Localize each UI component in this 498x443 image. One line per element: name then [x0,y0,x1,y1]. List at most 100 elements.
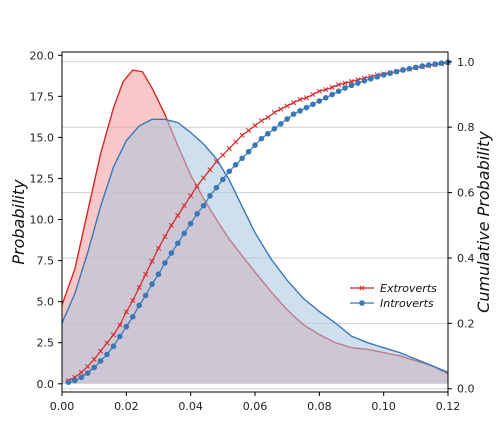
y-tick-label-4: 10.0 [30,214,55,227]
legend-extroverts-marker [359,285,365,291]
introverts-cumulative-point-28 [245,148,252,155]
y2-tick-label-0: 0.0 [457,383,475,396]
introverts-cumulative-point-30 [258,135,265,142]
introverts-cumulative-point-52 [400,67,406,73]
y2-tick-label-4: 0.8 [457,121,475,134]
introverts-cumulative-point-19 [187,220,194,227]
introverts-cumulative-point-0 [65,379,72,385]
extroverts-cumulative-point-22 [207,167,213,173]
introverts-cumulative-point-27 [239,155,245,162]
extroverts-cumulative-point-15 [162,234,168,240]
introverts-cumulative-point-49 [380,72,387,78]
introverts-cumulative-point-11 [136,302,142,309]
y2-tick-label-1: 0.2 [457,317,475,330]
y-tick-label-0: 0.0 [37,378,55,391]
x-tick-label-6: 0.12 [436,400,461,413]
extroverts-cumulative-point-43 [342,80,348,86]
extroverts-cumulative-point-42 [336,82,342,88]
extroverts-cumulative-point-30 [258,118,264,124]
introverts-cumulative-point-42 [335,88,342,95]
introverts-cumulative-point-37 [303,104,310,111]
introverts-cumulative-point-53 [406,65,413,72]
x-tick-label-5: 0.10 [371,400,396,413]
extroverts-cumulative-point-25 [226,145,232,151]
extroverts-cumulative-point-36 [297,96,303,102]
y2-axis-label: Cumulative Probability [474,131,493,313]
introverts-cumulative-point-47 [368,76,374,82]
y-tick-label-2: 5.0 [37,296,55,309]
y-tick-label-8: 20.0 [30,49,55,62]
introverts-cumulative-point-43 [342,85,348,91]
y-tick-label-7: 17.5 [30,90,55,103]
extroverts-cumulative-point-23 [213,158,219,165]
y2-tick-label-3: 0.6 [457,187,475,200]
extroverts-cumulative-point-4 [91,356,97,362]
y2-tick-label-5: 1.0 [457,56,475,69]
extroverts-cumulative-point-21 [200,175,207,181]
extroverts-cumulative-point-27 [239,132,245,138]
extroverts-cumulative-point-12 [143,271,149,277]
introverts-cumulative-point-6 [104,351,110,358]
density-areas [61,69,449,384]
introverts-cumulative-point-1 [72,377,78,384]
extroverts-cumulative-point-37 [303,95,310,101]
introverts-cumulative-point-9 [123,323,130,330]
introverts-cumulative-point-40 [322,94,329,101]
extroverts-cumulative-point-38 [310,91,316,98]
y-tick-label-5: 12.5 [30,172,55,185]
legend-extroverts-label: Extroverts [380,282,437,295]
introverts-cumulative-point-26 [232,161,239,168]
introverts-cumulative-point-10 [129,314,136,320]
introverts-cumulative-point-45 [355,80,361,86]
introverts-cumulative-point-31 [265,130,271,137]
extroverts-cumulative-point-18 [181,203,187,209]
introverts-cumulative-point-23 [213,184,220,191]
extroverts-cumulative-point-29 [252,123,258,129]
introverts-cumulative-point-12 [142,292,149,299]
extroverts-cumulative-point-26 [233,139,239,145]
y-tick-label-3: 7.5 [37,255,55,268]
introverts-cumulative-point-22 [207,193,213,199]
introverts-cumulative-point-38 [310,101,316,108]
introverts-cumulative-point-36 [297,108,303,114]
introverts-cumulative-point-44 [348,82,355,89]
x-axis-ticks: 0.00 0.02 0.04 0.06 0.08 0.10 0.12 [50,392,461,413]
extroverts-cumulative-point-11 [136,284,142,290]
introverts-cumulative-point-3 [84,370,91,376]
introverts-cumulative-point-39 [316,98,323,104]
y-tick-label-1: 2.5 [37,337,55,350]
introverts-cumulative-point-33 [277,121,284,127]
introverts-cumulative-point-58 [438,60,445,66]
introverts-cumulative-point-24 [220,176,226,183]
extroverts-cumulative-point-24 [220,152,226,158]
introverts-density-line [61,118,449,373]
extroverts-cumulative-point-19 [188,193,194,199]
x-tick-label-3: 0.06 [243,400,268,413]
introverts-cumulative-point-29 [252,142,258,148]
extroverts-cumulative-point-6 [104,340,110,346]
introverts-cumulative-point-57 [432,61,438,67]
introverts-cumulative-point-14 [155,271,162,278]
introverts-cumulative-point-16 [168,250,175,256]
cumulative-lines [65,59,451,385]
introverts-cumulative-point-2 [78,374,85,381]
introverts-cumulative-point-48 [374,74,381,80]
extroverts-cumulative-point-41 [329,84,335,90]
y-axis-label: Probability [9,179,28,265]
extroverts-cumulative-point-40 [323,87,329,93]
extroverts-cumulative-point-32 [271,109,277,116]
introverts-cumulative-point-56 [425,62,432,68]
extroverts-cumulative-point-10 [130,297,136,304]
introverts-cumulative-point-21 [200,202,207,209]
extroverts-cumulative-point-8 [117,322,123,328]
legend-introverts-label: Introverts [380,297,434,310]
y2-axis-ticks: 0.0 0.2 0.4 0.6 0.8 1.0 [448,56,475,396]
extroverts-cumulative-point-9 [123,309,129,315]
extroverts-cumulative-point-31 [265,114,271,120]
introverts-cumulative-point-18 [181,230,188,237]
extroverts-cumulative-point-5 [98,348,104,354]
introverts-cumulative-point-20 [194,211,200,217]
x-tick-label-1: 0.02 [114,400,139,413]
legend-introverts-marker [359,300,365,306]
